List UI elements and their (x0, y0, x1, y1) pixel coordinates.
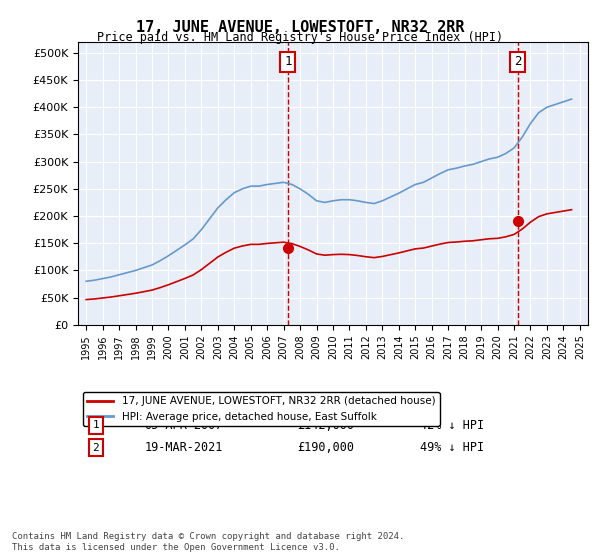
Text: £142,000: £142,000 (297, 419, 354, 432)
Text: 49% ↓ HPI: 49% ↓ HPI (420, 441, 484, 454)
Text: 2: 2 (92, 443, 99, 453)
Text: 17, JUNE AVENUE, LOWESTOFT, NR32 2RR: 17, JUNE AVENUE, LOWESTOFT, NR32 2RR (136, 20, 464, 35)
Text: 19-MAR-2021: 19-MAR-2021 (145, 441, 223, 454)
Legend: 17, JUNE AVENUE, LOWESTOFT, NR32 2RR (detached house), HPI: Average price, detac: 17, JUNE AVENUE, LOWESTOFT, NR32 2RR (de… (83, 392, 440, 426)
Text: 05-APR-2007: 05-APR-2007 (145, 419, 223, 432)
Text: 42% ↓ HPI: 42% ↓ HPI (420, 419, 484, 432)
Text: Price paid vs. HM Land Registry's House Price Index (HPI): Price paid vs. HM Land Registry's House … (97, 31, 503, 44)
Text: £190,000: £190,000 (297, 441, 354, 454)
Text: 1: 1 (284, 55, 292, 68)
Text: Contains HM Land Registry data © Crown copyright and database right 2024.
This d: Contains HM Land Registry data © Crown c… (12, 532, 404, 552)
Text: 1: 1 (92, 420, 99, 430)
Text: 2: 2 (514, 55, 521, 68)
